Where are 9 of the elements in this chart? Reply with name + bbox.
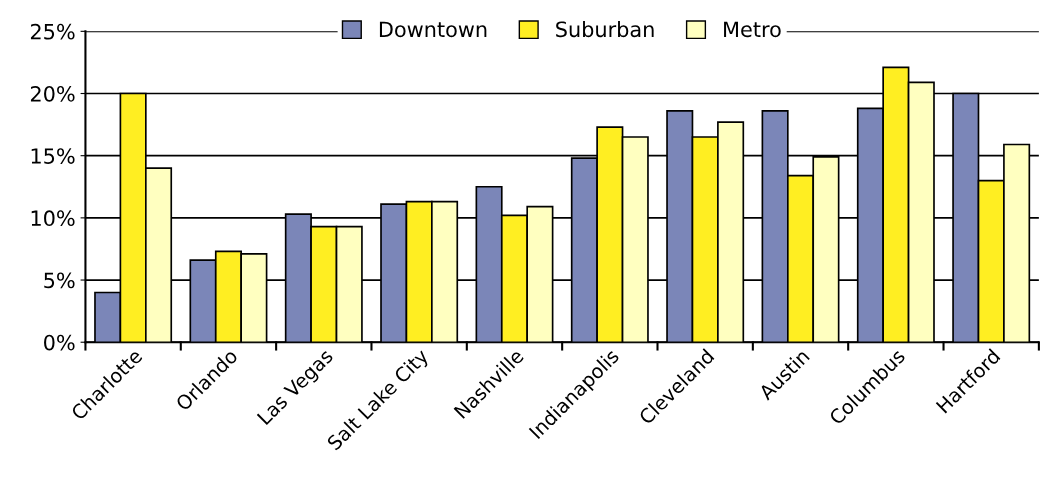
y-tick-label: 0% [44, 334, 75, 351]
y-tick-label: 5% [44, 272, 75, 289]
legend-label: Downtown [379, 21, 487, 38]
y-tick-label: 25% [30, 23, 75, 40]
y-tick-label: 15% [31, 148, 75, 164]
y-tick-label: 10% [31, 210, 75, 227]
y-tick-label: 20% [30, 85, 75, 102]
legend-label: Suburban [556, 21, 654, 38]
legend-label: Metro [724, 21, 781, 38]
